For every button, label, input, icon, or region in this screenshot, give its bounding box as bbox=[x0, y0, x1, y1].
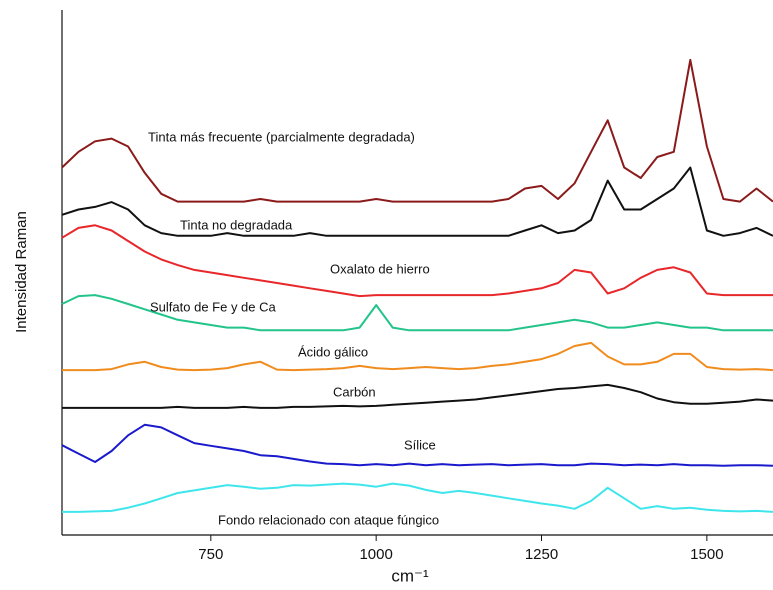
x-axis-title: cm⁻¹ bbox=[391, 566, 429, 585]
spectrum-line bbox=[61, 294, 773, 332]
series-label: Sulfato de Fe y de Ca bbox=[150, 299, 277, 314]
y-axis-title: Intensidad Raman bbox=[13, 211, 30, 333]
series-label: Sílice bbox=[404, 437, 436, 452]
x-tick-label: 750 bbox=[198, 546, 223, 563]
x-tick-label: 1250 bbox=[525, 546, 558, 563]
spectrum-line bbox=[61, 423, 773, 467]
series-label: Tinta no degradada bbox=[180, 217, 293, 232]
spectrum-line bbox=[61, 224, 773, 298]
series-label: Oxalato de hierro bbox=[330, 261, 430, 276]
series-label: Tinta más frecuente (parcialmente degrad… bbox=[148, 129, 415, 144]
series-label: Carbón bbox=[333, 384, 376, 399]
spectrum-line bbox=[61, 166, 773, 237]
spectrum-line bbox=[62, 482, 773, 513]
spectrum-line bbox=[62, 341, 773, 372]
series-label: Ácido gálico bbox=[298, 344, 368, 359]
x-tick-label: 1500 bbox=[690, 546, 723, 563]
series-label: Fondo relacionado con ataque fúngico bbox=[218, 512, 439, 527]
spectrum-line bbox=[62, 383, 773, 409]
x-tick-label: 1000 bbox=[359, 546, 392, 563]
spectrum-line bbox=[61, 58, 773, 203]
